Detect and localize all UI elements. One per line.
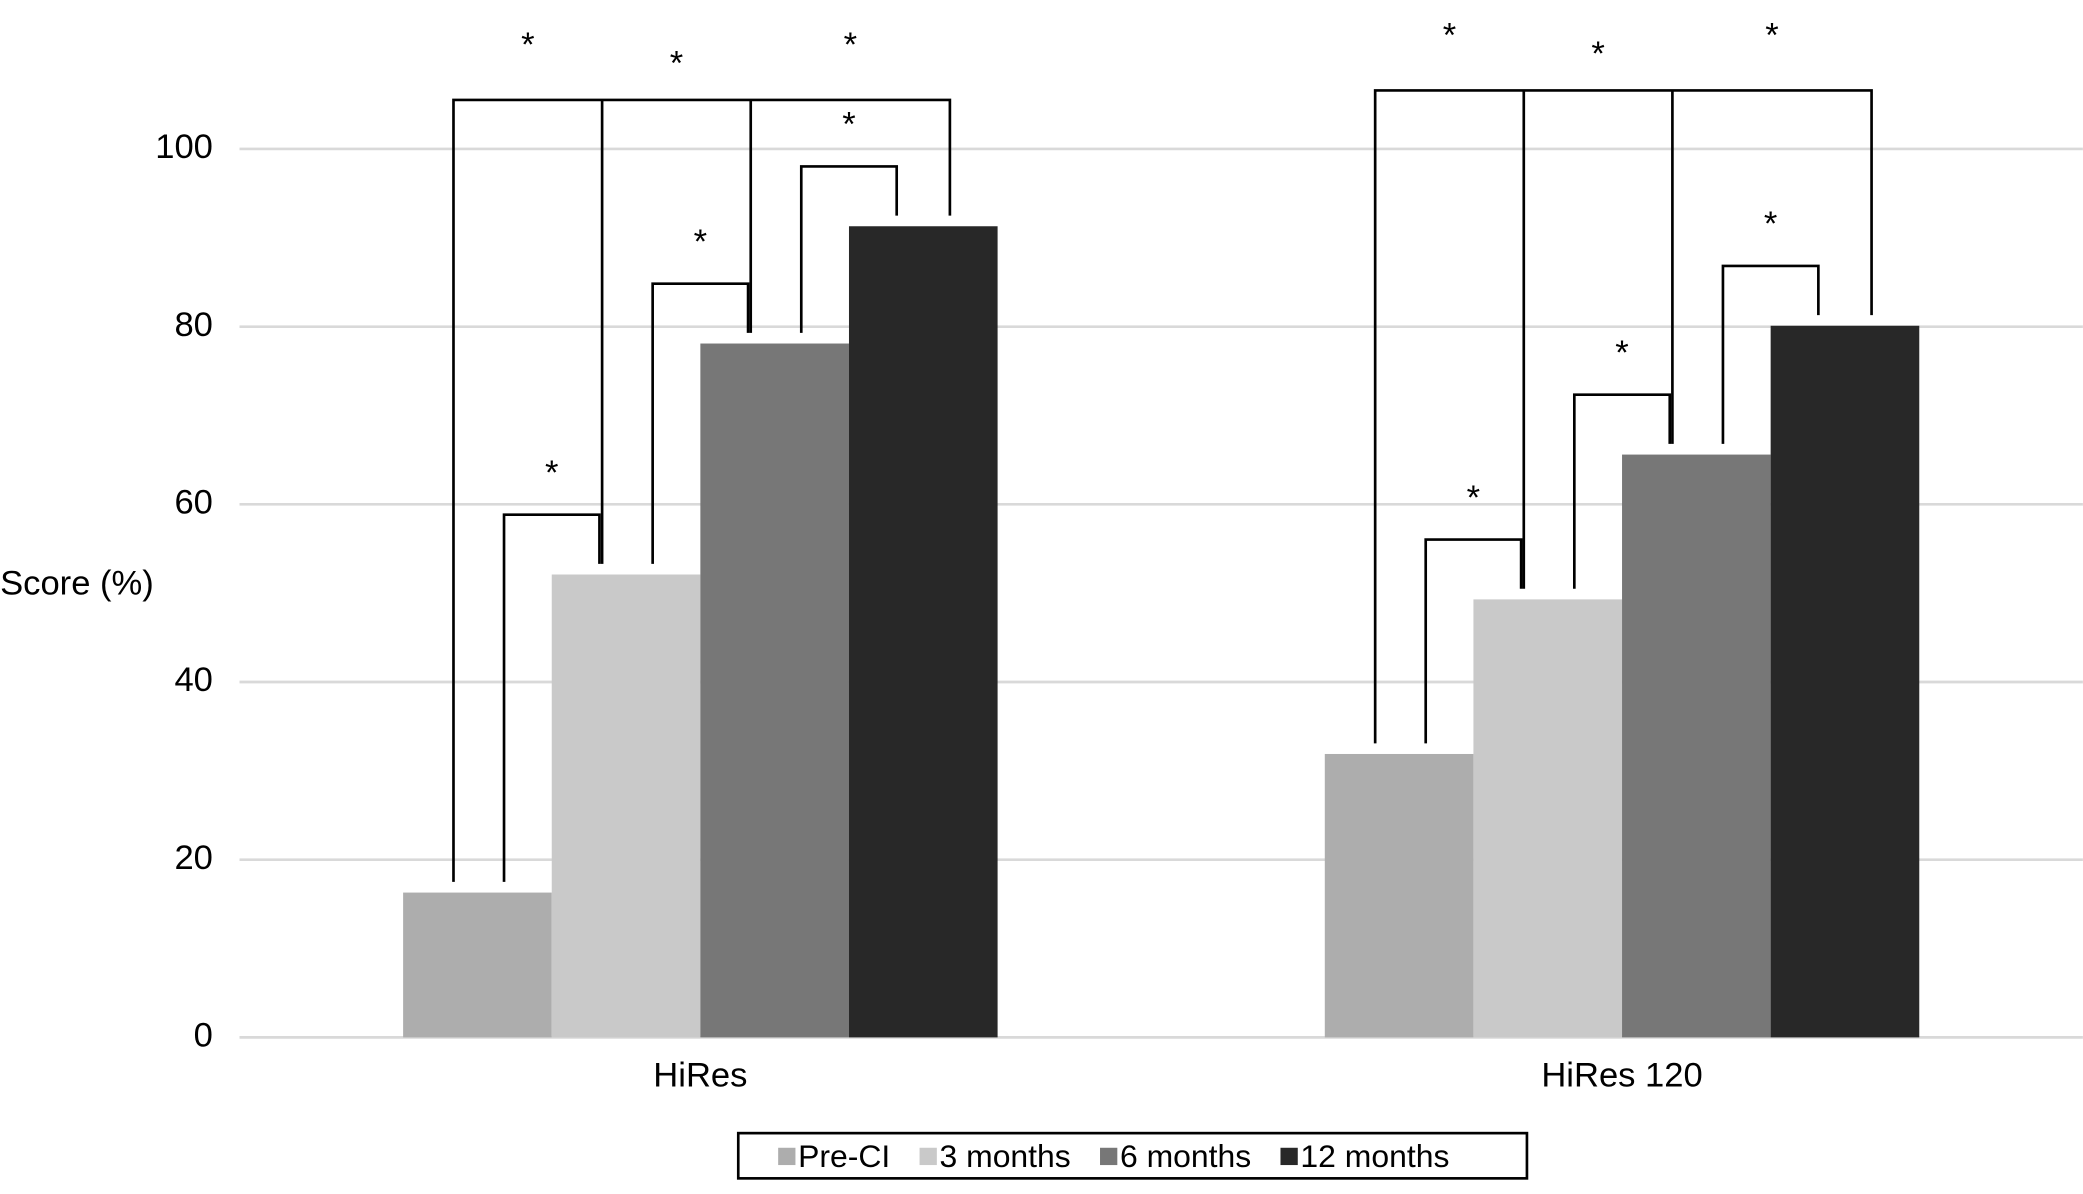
significance-bracket	[452, 98, 952, 882]
x-tick-label: HiRes	[653, 1056, 747, 1094]
bar	[551, 574, 701, 1038]
legend-box	[736, 1131, 1529, 1180]
legend-swatch	[919, 1147, 937, 1166]
bar	[1622, 454, 1771, 1038]
bar	[1324, 753, 1474, 1038]
significance-label: *	[694, 223, 707, 261]
significance-label: *	[545, 454, 558, 492]
legend-swatch	[1100, 1147, 1118, 1166]
y-tick-label: 80	[174, 306, 212, 344]
legend-label: 6 months	[1120, 1138, 1251, 1174]
legend-swatch	[1280, 1147, 1298, 1166]
significance-bracket	[1572, 393, 1672, 589]
bar	[403, 892, 552, 1038]
significance-bracket	[651, 282, 750, 564]
significance-bracket	[1424, 538, 1523, 744]
legend-swatch	[778, 1147, 796, 1166]
significance-label: *	[1615, 334, 1628, 372]
significance-label: *	[1764, 205, 1777, 243]
bar	[848, 226, 998, 1038]
significance-label: *	[1443, 16, 1456, 54]
legend-label: Pre-CI	[798, 1138, 890, 1174]
significance-bracket	[1373, 89, 1873, 744]
legend-label: 12 months	[1300, 1138, 1449, 1174]
significance-label: *	[670, 44, 683, 82]
significance-label: *	[1765, 16, 1778, 54]
significance-label: *	[521, 26, 534, 64]
y-tick-label: 60	[174, 483, 212, 521]
significance-label: *	[842, 106, 855, 144]
significance-bracket	[502, 513, 601, 882]
y-tick-label: 100	[155, 128, 213, 166]
legend-label: 3 months	[940, 1138, 1071, 1174]
significance-label: *	[844, 26, 857, 64]
y-axis-label: Score (%)	[0, 564, 154, 602]
y-tick-label: 0	[194, 1017, 213, 1055]
bar	[1770, 325, 1920, 1038]
bar	[1473, 599, 1623, 1038]
significance-label: *	[1591, 35, 1604, 73]
y-tick-label: 20	[174, 839, 212, 877]
significance-bracket	[799, 165, 899, 333]
x-tick-label: HiRes 120	[1541, 1056, 1702, 1094]
significance-label: *	[1467, 479, 1480, 517]
significance-bracket	[1721, 264, 1820, 444]
y-tick-label: 40	[174, 661, 212, 699]
bar	[700, 343, 849, 1038]
